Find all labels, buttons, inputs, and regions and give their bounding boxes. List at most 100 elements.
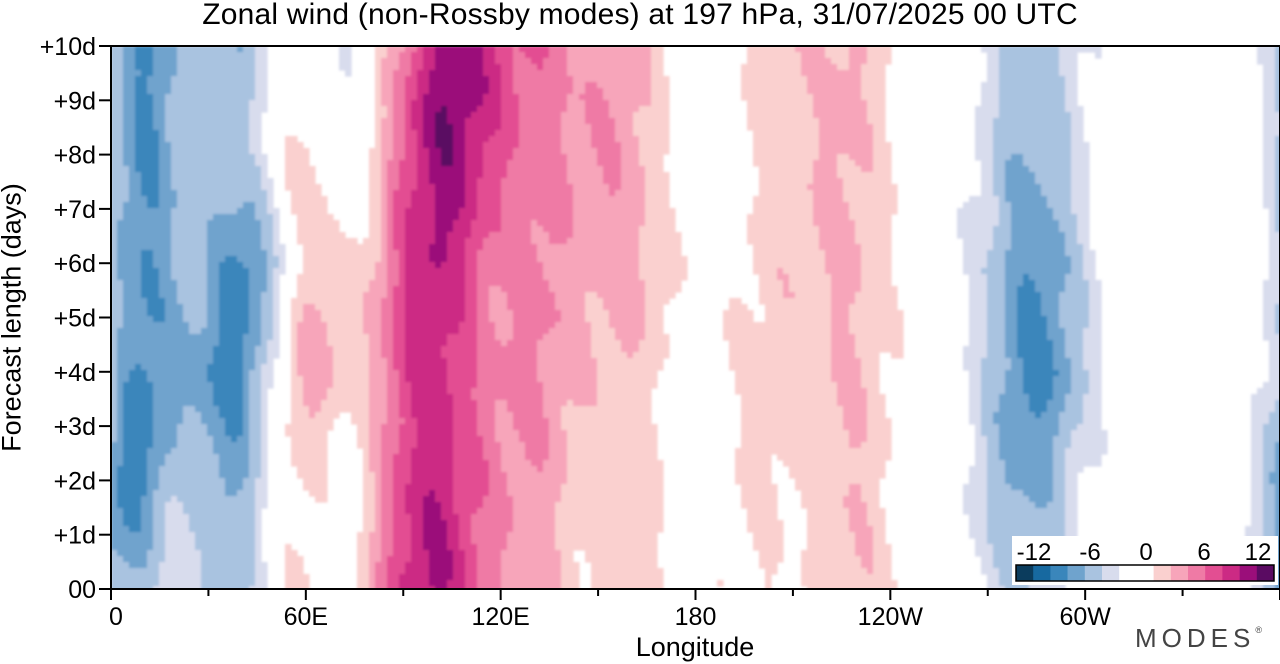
heat-cell [621,160,628,167]
heat-cell [423,82,430,89]
heat-cell [597,88,604,95]
heat-cell [999,214,1006,221]
heat-cell [159,280,166,287]
heat-cell [303,250,310,257]
heat-cell [1029,274,1036,281]
heat-cell [819,166,826,173]
heat-cell [765,214,772,221]
heat-cell [1077,124,1084,131]
heat-cell [1053,196,1060,203]
heat-cell [525,154,532,161]
heat-cell [639,178,646,185]
heat-cell [375,214,382,221]
heat-cell [375,124,382,131]
heat-cell [369,244,376,251]
heat-cell [501,64,508,71]
heat-cell [885,226,892,233]
heat-cell [753,154,760,161]
heat-cell [657,46,664,53]
heat-cell [963,244,970,251]
heat-cell [183,238,190,245]
heat-cell [1263,76,1270,83]
heat-cell [795,112,802,119]
heat-cell [435,88,442,95]
heat-cell [555,82,562,89]
heat-cell [993,178,1000,185]
heat-cell [651,274,658,281]
heat-cell [135,82,142,89]
heat-cell [405,190,412,197]
heat-cell [405,82,412,89]
heat-cell [327,238,334,245]
heat-cell [369,178,376,185]
heat-cell [303,214,310,221]
heat-cell [189,124,196,131]
heat-cell [639,58,646,65]
heat-cell [177,244,184,251]
heat-cell [981,130,988,137]
heat-cell [1017,52,1024,59]
heat-cell [1017,274,1024,281]
heat-cell [663,94,670,101]
heat-cell [885,148,892,155]
heat-cell [261,226,268,233]
heat-cell [537,262,544,269]
heat-cell [381,124,388,131]
heat-cell [993,172,1000,179]
heat-cell [459,166,466,173]
heat-cell [201,202,208,209]
heat-cell [261,154,268,161]
heat-cell [861,262,868,269]
heat-cell [831,166,838,173]
heat-cell [867,190,874,197]
heat-cell [801,154,808,161]
heat-cell [255,118,262,125]
heat-cell [531,106,538,113]
heat-cell [231,250,238,257]
heat-cell [567,82,574,89]
heat-cell [183,76,190,83]
heat-cell [633,76,640,83]
heat-cell [639,94,646,101]
heat-cell [399,238,406,245]
heat-cell [189,88,196,95]
heat-cell [501,250,508,257]
heat-cell [813,76,820,83]
heat-cell [753,148,760,155]
heat-cell [861,154,868,161]
heat-cell [561,244,568,251]
heat-cell [1023,268,1030,275]
heat-cell [999,46,1006,53]
heat-cell [999,136,1006,143]
heat-cell [111,160,118,167]
heat-cell [981,262,988,269]
heat-cell [633,124,640,131]
heat-cell [861,94,868,101]
heat-cell [1053,142,1060,149]
heat-cell [627,238,634,245]
heat-cell [873,70,880,77]
heat-cell [411,70,418,77]
heat-cell [183,256,190,263]
heat-cell [1041,268,1048,275]
heat-cell [747,232,754,239]
heat-cell [549,268,556,275]
heat-cell [999,262,1006,269]
heat-cell [1041,208,1048,215]
heat-cell [543,94,550,101]
heat-cell [1005,94,1012,101]
heat-cell [519,280,526,287]
heat-cell [537,256,544,263]
heat-cell [831,88,838,95]
heat-cell [855,94,862,101]
heat-cell [243,52,250,59]
heat-cell [555,208,562,215]
heat-cell [765,274,772,281]
heat-cell [645,190,652,197]
heat-cell [633,220,640,227]
heat-cell [801,58,808,65]
heat-cell [525,136,532,143]
heat-cell [645,106,652,113]
heat-cell [867,166,874,173]
heat-cell [405,172,412,179]
